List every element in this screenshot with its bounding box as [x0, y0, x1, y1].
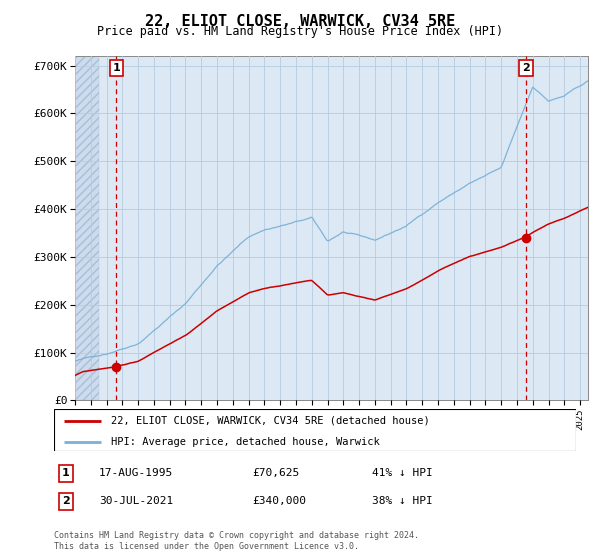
Text: £70,625: £70,625 [252, 468, 299, 478]
Bar [75, 56, 98, 400]
Text: 17-AUG-1995: 17-AUG-1995 [99, 468, 173, 478]
Text: Price paid vs. HM Land Registry's House Price Index (HPI): Price paid vs. HM Land Registry's House … [97, 25, 503, 38]
Text: This data is licensed under the Open Government Licence v3.0.: This data is licensed under the Open Gov… [54, 542, 359, 550]
Text: 1: 1 [62, 468, 70, 478]
Text: 2: 2 [62, 496, 70, 506]
Text: 22, ELIOT CLOSE, WARWICK, CV34 5RE: 22, ELIOT CLOSE, WARWICK, CV34 5RE [145, 14, 455, 29]
Text: 1: 1 [113, 63, 121, 73]
Text: Contains HM Land Registry data © Crown copyright and database right 2024.: Contains HM Land Registry data © Crown c… [54, 531, 419, 540]
Text: 38% ↓ HPI: 38% ↓ HPI [372, 496, 433, 506]
Text: 22, ELIOT CLOSE, WARWICK, CV34 5RE (detached house): 22, ELIOT CLOSE, WARWICK, CV34 5RE (deta… [112, 416, 430, 426]
Text: HPI: Average price, detached house, Warwick: HPI: Average price, detached house, Warw… [112, 437, 380, 446]
Text: 41% ↓ HPI: 41% ↓ HPI [372, 468, 433, 478]
Text: 30-JUL-2021: 30-JUL-2021 [99, 496, 173, 506]
Text: 2: 2 [522, 63, 530, 73]
Text: £340,000: £340,000 [252, 496, 306, 506]
